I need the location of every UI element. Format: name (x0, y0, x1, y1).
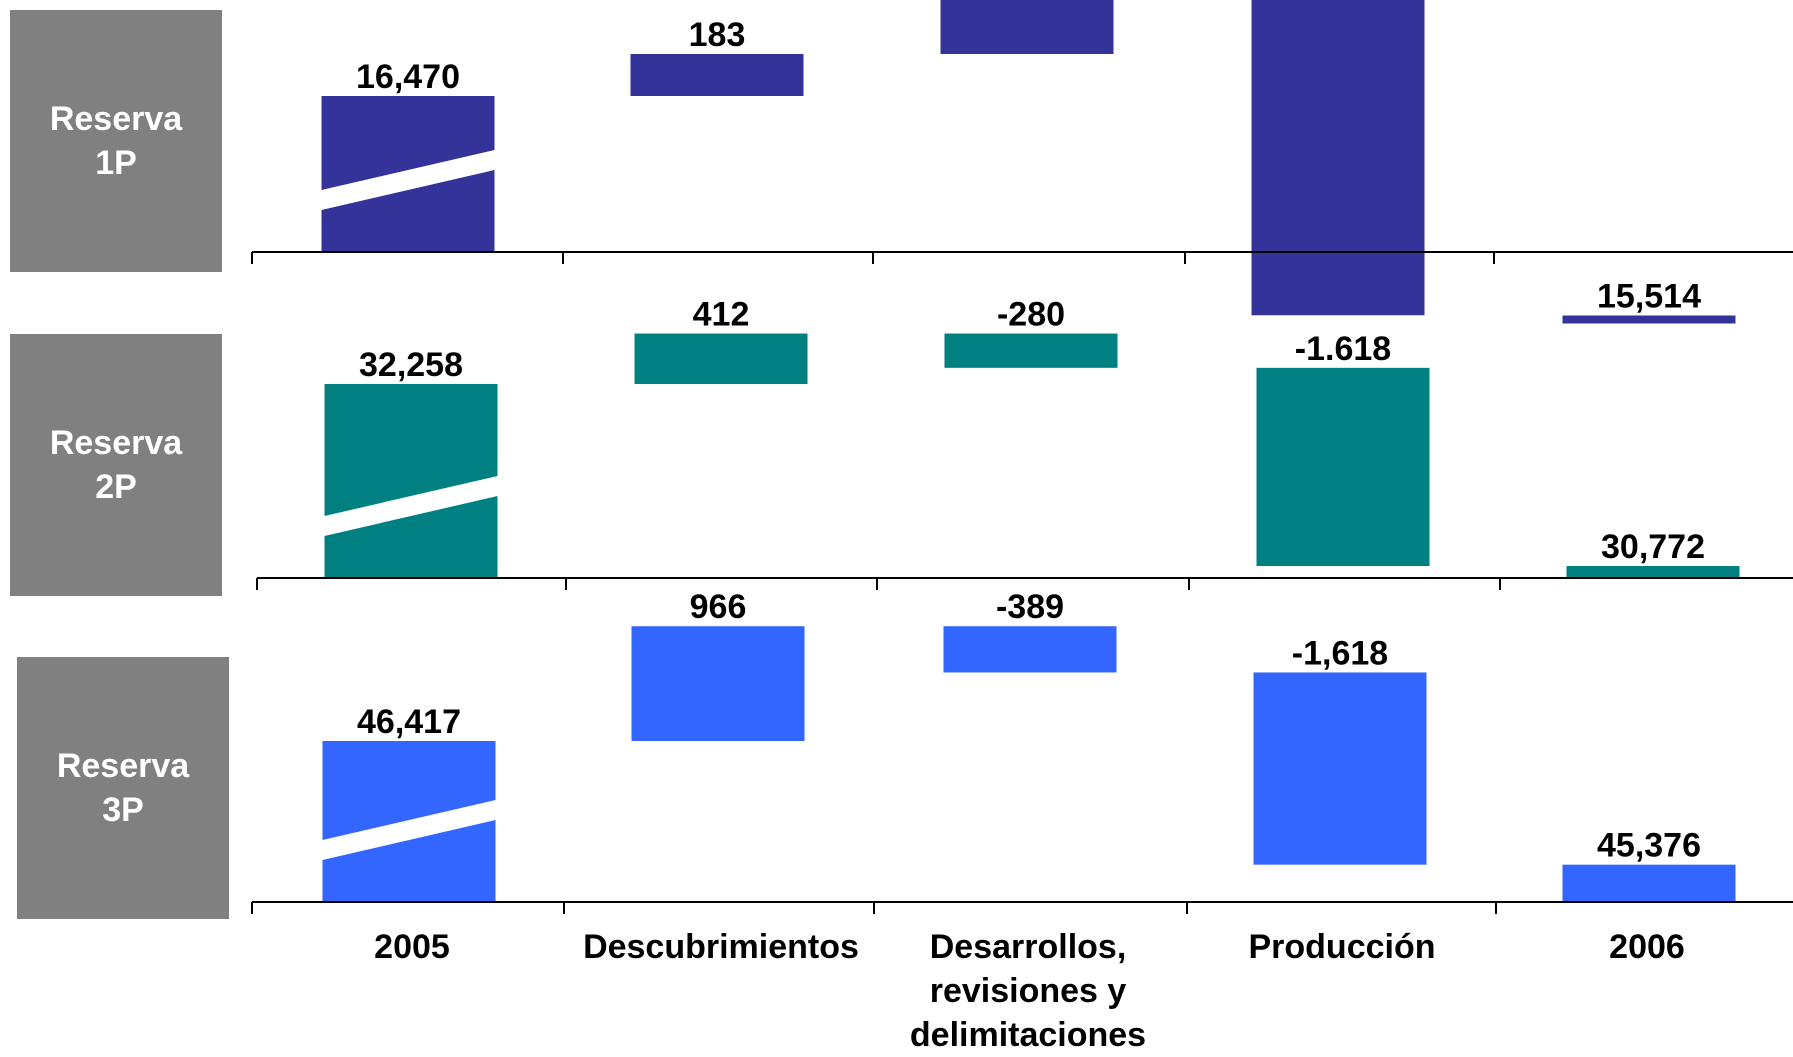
bar-1P-2 (940, 0, 1114, 54)
row-label-1p: Reserva 1P (10, 10, 222, 272)
category-label-2006: 2006 (1609, 928, 1685, 966)
bar-2P-1 (634, 333, 808, 384)
bar-2P-4 (1566, 566, 1740, 578)
bar-3P-3 (1253, 672, 1427, 865)
data-label: -1,618 (1292, 634, 1388, 672)
row-label-line2: 1P (95, 144, 137, 182)
category-label-2005: 2005 (374, 928, 450, 966)
axis-break-mark (324, 476, 498, 536)
axis-break-mark (1562, 150, 1736, 210)
axis-break-mark (322, 800, 496, 860)
category-label-desarrollos: Desarrollos, revisiones y delimitaciones (909, 928, 1147, 1054)
data-label: 183 (689, 16, 746, 54)
bar-3P-1 (631, 626, 805, 741)
row-label-2p: Reserva 2P (10, 334, 222, 596)
data-label: 30,772 (1601, 528, 1705, 566)
category-label-produccion: Producción (1248, 928, 1436, 966)
row-label-line1: Reserva (49, 424, 183, 462)
bar-3P-2 (943, 626, 1117, 673)
row-label-line1: Reserva (49, 100, 183, 138)
bar-2P-3 (1256, 367, 1430, 567)
data-label: -280 (997, 296, 1065, 334)
bar-2P-0 (324, 384, 498, 578)
row-label-3p: Reserva 3P (17, 657, 229, 919)
axis-break-mark (1566, 476, 1740, 536)
axis-break-mark (321, 150, 495, 210)
data-label: 412 (693, 296, 750, 334)
data-label: -1.618 (1295, 330, 1391, 368)
data-label: 46,417 (357, 703, 461, 741)
row-label-line2: 2P (95, 468, 137, 506)
bar-2P-2 (944, 333, 1118, 368)
bar-1P-1 (630, 53, 804, 96)
data-label: 16,470 (356, 58, 460, 96)
bar-1P-4 (1562, 315, 1736, 324)
row-label-line2: 3P (102, 791, 144, 829)
data-label: 45,376 (1597, 827, 1701, 865)
data-label: 32,258 (359, 346, 463, 384)
data-label: -389 (996, 588, 1064, 626)
category-label-descubrimientos: Descubrimientos (583, 928, 859, 966)
axis-break-mark (1562, 800, 1736, 860)
bar-3P-4 (1562, 864, 1736, 902)
row-label-line1: Reserva (56, 747, 190, 785)
data-label: 966 (690, 588, 747, 626)
data-label: 15,514 (1597, 277, 1701, 315)
bar-1P-3 (1251, 0, 1425, 316)
